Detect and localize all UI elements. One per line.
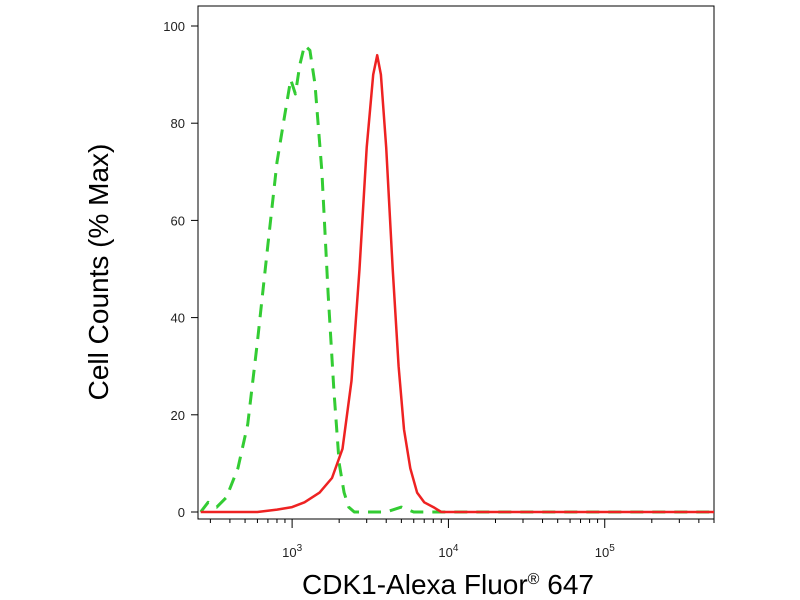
series-line-green-dashed xyxy=(199,43,714,514)
x-tick-label: 103 xyxy=(282,543,302,560)
series-line-red-solid xyxy=(200,53,714,514)
x-axis-title: CDK1-Alexa Fluor® 647 xyxy=(302,569,594,600)
y-tick-label: 80 xyxy=(171,116,185,131)
y-tick-label: 40 xyxy=(171,311,185,326)
x-axis-title-suffix: 647 xyxy=(539,569,594,600)
y-tick-label: 60 xyxy=(171,213,185,228)
x-axis-title-registered-mark: ® xyxy=(528,571,540,588)
x-tick-label: 105 xyxy=(595,543,615,560)
plot-frame xyxy=(197,5,715,520)
histogram-curves xyxy=(199,43,714,514)
y-axis-ticks: 0 20 40 60 80 100 xyxy=(163,19,198,520)
y-tick-label: 20 xyxy=(171,408,185,423)
y-tick-label: 100 xyxy=(163,19,185,34)
x-axis-ticks: 103 104 105 xyxy=(209,519,715,560)
x-tick-label: 104 xyxy=(438,543,458,560)
x-axis-title-main: CDK1-Alexa Fluor xyxy=(302,569,528,600)
y-axis-title: Cell Counts (% Max) xyxy=(83,144,114,401)
y-tick-label: 0 xyxy=(178,505,185,520)
